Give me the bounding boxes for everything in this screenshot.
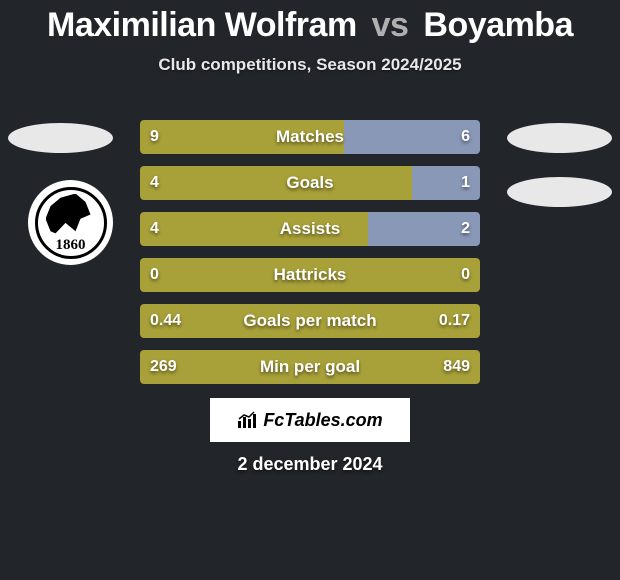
club-badge-inner: 1860 [35,187,107,259]
club-year: 1860 [38,237,104,254]
stat-value-right: 2 [461,220,470,238]
stat-value-left: 4 [150,174,159,192]
stat-label: Assists [280,219,340,239]
stat-row: 4 1 Goals [140,166,480,200]
player1-club-oval [8,123,113,153]
player2-club-oval-a [507,123,612,153]
vs-separator: vs [372,6,409,44]
stat-label: Goals per match [243,311,376,331]
stat-label: Matches [276,127,344,147]
player1-club-badge: 1860 [28,180,113,265]
stat-value-left: 4 [150,220,159,238]
brand-chart-icon [237,411,259,429]
stat-row: 0.44 0.17 Goals per match [140,304,480,338]
stat-value-left: 9 [150,128,159,146]
stat-bar-left [140,166,412,200]
stat-row: 269 849 Min per goal [140,350,480,384]
stat-label: Min per goal [260,357,360,377]
brand-label: FcTables.com [263,410,382,431]
stat-row: 4 2 Assists [140,212,480,246]
snapshot-date: 2 december 2024 [0,454,620,475]
lion-icon [46,194,96,236]
stat-bars: 9 6 Matches 4 1 Goals 4 2 Assists 0 0 Hattricks 0.44… [140,120,480,396]
stat-value-left: 0.44 [150,312,181,330]
stat-label: Hattricks [274,265,347,285]
stat-value-right: 849 [443,358,470,376]
brand-box: FcTables.com [210,398,410,442]
stat-value-right: 1 [461,174,470,192]
stat-label: Goals [286,173,333,193]
stat-value-right: 6 [461,128,470,146]
stat-row: 0 0 Hattricks [140,258,480,292]
stat-value-right: 0.17 [439,312,470,330]
subtitle: Club competitions, Season 2024/2025 [0,55,620,75]
player2-name: Boyamba [423,6,573,44]
stat-value-right: 0 [461,266,470,284]
stat-row: 9 6 Matches [140,120,480,154]
comparison-title: Maximilian Wolfram vs Boyamba [0,0,620,45]
player1-name: Maximilian Wolfram [47,6,357,44]
stat-bar-right [344,120,480,154]
stat-value-left: 269 [150,358,177,376]
player2-club-oval-b [507,177,612,207]
stat-value-left: 0 [150,266,159,284]
